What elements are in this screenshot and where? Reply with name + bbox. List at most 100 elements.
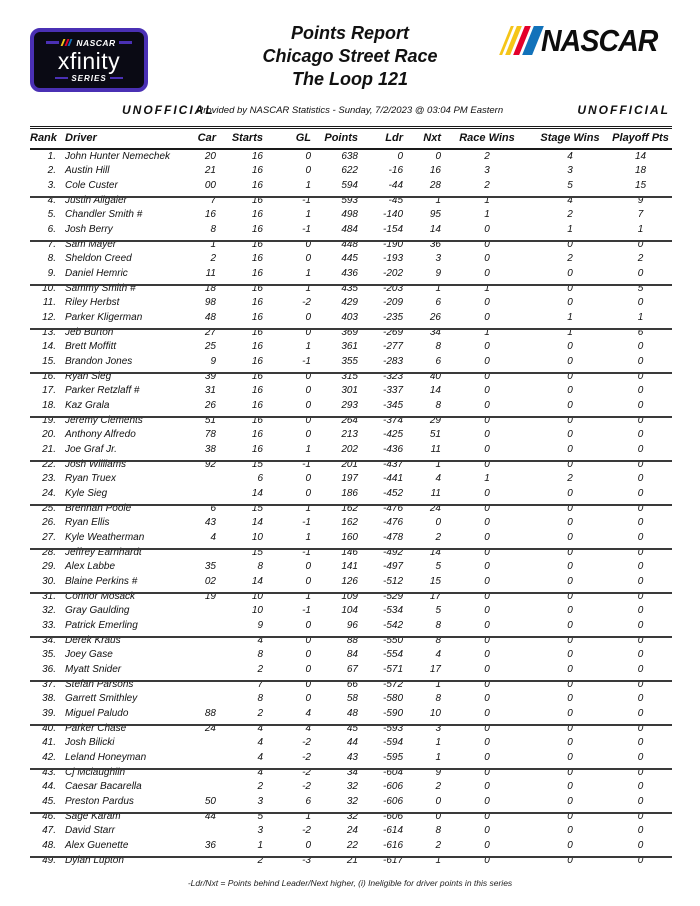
mini-nascar-wordmark: NASCAR	[76, 37, 116, 48]
cell-car: 7	[210, 194, 216, 206]
purple-bar	[55, 76, 69, 80]
cell-car: 8	[210, 223, 216, 235]
group-separator-line	[30, 504, 672, 506]
group-separator-line	[30, 460, 672, 462]
cell-playoff-pts: 0	[637, 429, 644, 441]
cell-car: 21	[204, 165, 216, 177]
cell-ldr: -593	[382, 722, 403, 734]
group-separator-line	[30, 372, 672, 374]
cell-nxt: 2	[435, 781, 441, 793]
column-header-starts: Starts	[218, 126, 265, 150]
cell-nxt: 1	[435, 282, 441, 294]
cell-driver: Myatt Snider	[65, 664, 122, 676]
cell-car: 27	[204, 326, 216, 338]
cell-starts: 16	[251, 282, 263, 294]
cell-driver: Josh Williams	[65, 458, 127, 470]
cell-points: 126	[341, 575, 358, 587]
cell-rank: 7.	[47, 238, 56, 250]
cell-race-wins: 0	[484, 458, 490, 470]
cell-playoff-pts: 0	[637, 487, 644, 499]
cell-driver: Jeremy Clements	[65, 414, 143, 426]
cell-car: 19	[204, 590, 216, 602]
series-label: SERIES	[71, 73, 107, 83]
cell-car	[188, 663, 218, 678]
cell-starts: 2	[257, 781, 263, 793]
cell-nxt: 0	[435, 810, 441, 822]
cell-ldr: -337	[382, 385, 403, 397]
cell-rank: 37.	[42, 678, 56, 690]
column-header-gl: GL	[265, 126, 313, 150]
cell-playoff-pts: 0	[637, 766, 644, 778]
cell-race-wins: 0	[484, 487, 490, 499]
nascar-stripes-icon	[60, 39, 73, 46]
table-row: 16. Ryan Sieg 39 16 0 315 -323 40 0 0 0	[30, 370, 672, 385]
cell-gl: 0	[305, 664, 311, 676]
cell-race-wins: 0	[484, 297, 490, 309]
cell-car: 26	[204, 399, 216, 411]
cell-race-wins: 0	[484, 693, 490, 705]
cell-rank: 43.	[42, 766, 56, 778]
title-line-3: The Loop 121	[291, 69, 408, 89]
cell-ldr: -606	[382, 810, 403, 822]
column-header-points: Points	[313, 126, 360, 150]
table-row: 14. Brett Moffitt 25 16 1 361 -277 8 0 0 0	[30, 340, 672, 355]
cell-points: 355	[341, 355, 358, 367]
column-header-playoff-pts: Playoff Pts	[609, 126, 672, 150]
cell-nxt: 1	[435, 458, 441, 470]
cell-rank: 35.	[42, 649, 56, 661]
cell-rank: 10.	[42, 282, 56, 294]
cell-playoff-pts: 0	[637, 341, 644, 353]
cell-car: 50	[204, 796, 216, 808]
column-header-stage-wins: Stage Wins	[531, 126, 609, 150]
cell-race-wins: 0	[484, 810, 490, 822]
cell-nxt: 36	[429, 238, 441, 250]
cell-rank: 40.	[42, 722, 56, 734]
cell-ldr: 0	[397, 150, 403, 162]
cell-rank: 32.	[42, 605, 56, 617]
nascar-logo: NASCAR	[499, 22, 668, 58]
cell-gl: 0	[305, 370, 311, 382]
cell-playoff-pts: 18	[634, 165, 647, 177]
cell-stage-wins: 0	[567, 414, 573, 426]
cell-gl: 0	[305, 399, 311, 411]
cell-race-wins: 0	[484, 311, 490, 323]
cell-car	[188, 648, 218, 663]
cell-driver: Josh Bilicki	[65, 737, 115, 749]
cell-ldr: -193	[382, 253, 403, 265]
cell-nxt: 4	[435, 473, 441, 485]
cell-playoff-pts: 0	[637, 370, 644, 382]
cell-stage-wins: 0	[567, 825, 573, 837]
cell-rank: 11.	[42, 297, 56, 309]
cell-rank: 19.	[42, 414, 56, 426]
cell-driver: Parker Retzlaff #	[65, 385, 140, 397]
cell-starts: 8	[257, 693, 263, 705]
cell-points: 22	[346, 840, 358, 852]
cell-playoff-pts: 0	[637, 708, 644, 720]
cell-ldr: -478	[382, 531, 403, 543]
cell-starts: 16	[251, 297, 263, 309]
cell-gl: 1	[305, 502, 311, 514]
xfinity-wordmark: xfinity	[57, 47, 121, 74]
cell-car	[188, 487, 218, 502]
cell-playoff-pts: 0	[637, 693, 644, 705]
cell-rank: 39.	[42, 708, 56, 720]
cell-stage-wins: 0	[567, 370, 573, 382]
cell-nxt: 6	[435, 297, 441, 309]
cell-car: 16	[204, 209, 216, 221]
cell-starts: 10	[251, 590, 263, 602]
cell-playoff-pts: 5	[637, 282, 644, 294]
points-table-body: 1. John Hunter Nemechek 20 16 0 638 0 0 2 4 14 2. Au…	[30, 149, 672, 869]
cell-race-wins: 1	[484, 473, 490, 485]
cell-driver: Miguel Paludo	[65, 708, 129, 720]
table-row: 41. Josh Bilicki 4 -2 44 -594 1 0 0 0	[30, 736, 672, 751]
cell-stage-wins: 0	[567, 561, 573, 573]
cell-gl: -2	[302, 825, 311, 837]
cell-playoff-pts: 0	[637, 502, 644, 514]
table-row: 46. Sage Karam 44 5 1 32 -606 0 0 0 0	[30, 810, 672, 825]
cell-gl: -3	[302, 854, 311, 866]
cell-nxt: 17	[429, 664, 441, 676]
cell-rank: 21.	[42, 443, 56, 455]
cell-starts: 2	[257, 664, 263, 676]
cell-nxt: 9	[435, 766, 441, 778]
